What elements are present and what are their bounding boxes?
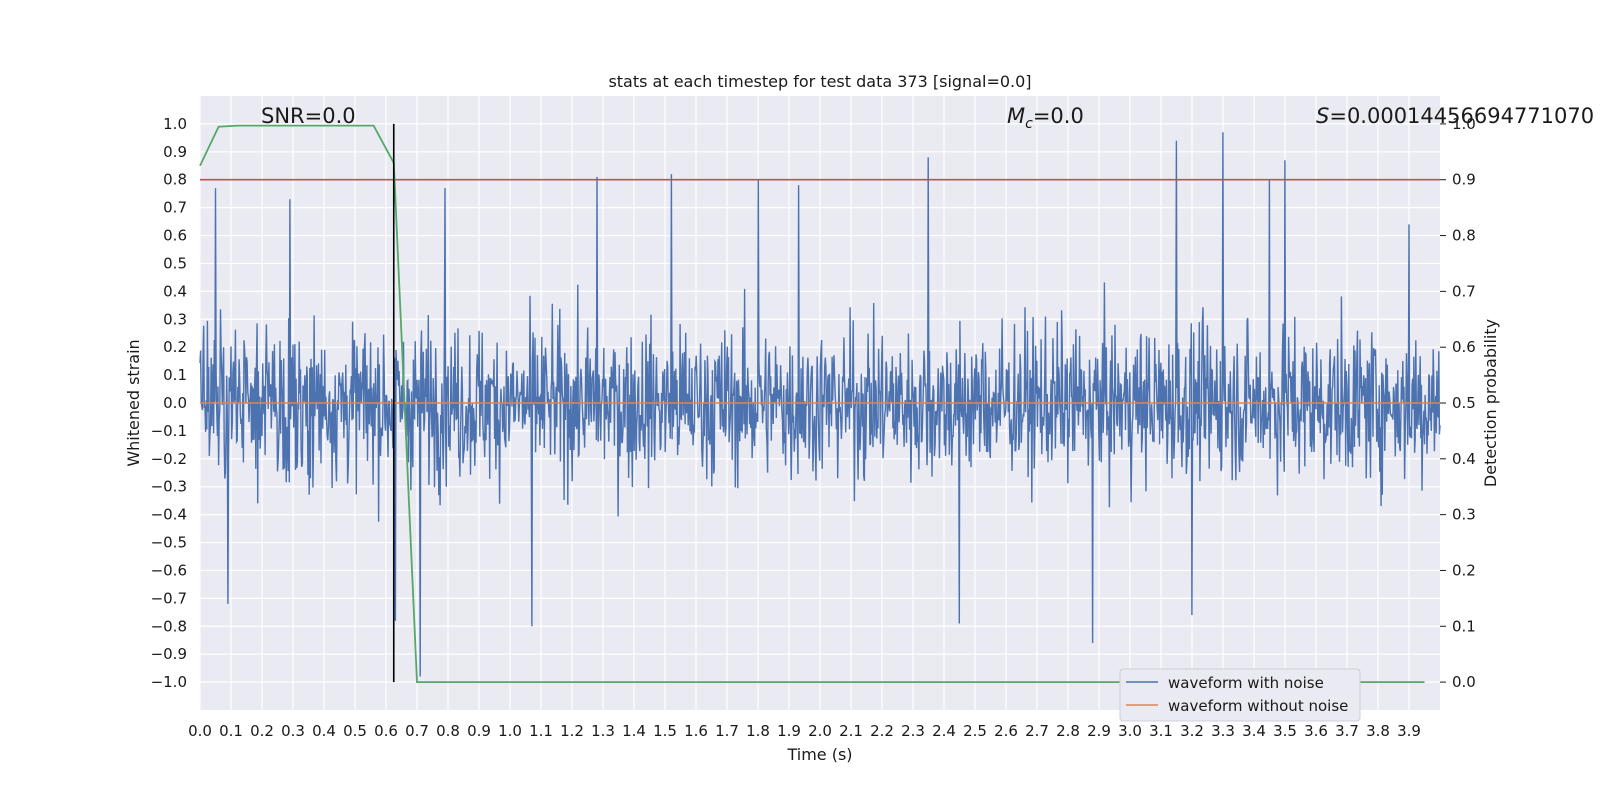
x-tick-label: 0.4 — [312, 722, 336, 740]
s-annotation: S=0.00014456694771070 — [1316, 104, 1594, 128]
y-tick-label: −0.8 — [151, 617, 187, 635]
x-tick-label: 3.1 — [1149, 722, 1173, 740]
s-value: =0.00014456694771070 — [1329, 104, 1594, 128]
series-detection-probability — [199, 124, 1425, 683]
snr-annotation: SNR=0.0 — [261, 104, 356, 128]
y-tick-label: −0.4 — [151, 506, 187, 524]
y-tick-label: 0.3 — [163, 310, 187, 328]
y-tick-label: 0.7 — [163, 199, 187, 217]
y-axis-right-label: Detection probability — [1481, 319, 1500, 487]
x-tick-label: 3.0 — [1118, 722, 1142, 740]
y-tick-label: −0.3 — [151, 478, 187, 496]
y-right-tick-label: 0.1 — [1452, 617, 1476, 635]
mc-subscript: c — [1025, 116, 1033, 132]
x-tick-label: 1.8 — [746, 722, 770, 740]
y-right-tick-label: 0.6 — [1452, 338, 1476, 356]
legend-label-noise: waveform with noise — [1168, 674, 1324, 692]
x-tick-label: 0.8 — [436, 722, 460, 740]
y-tick-label: −0.9 — [151, 645, 187, 663]
x-tick-label: 0.1 — [219, 722, 243, 740]
x-tick-label: 3.2 — [1180, 722, 1204, 740]
x-tick-label: 0.5 — [343, 722, 367, 740]
y-tick-label: 0.1 — [163, 366, 187, 384]
legend: waveform with noise waveform without noi… — [1119, 668, 1361, 722]
x-tick-label: 1.4 — [622, 722, 646, 740]
x-tick-label: 2.4 — [932, 722, 956, 740]
x-tick-label: 1.5 — [653, 722, 677, 740]
y-right-tick-label: 0.2 — [1452, 561, 1476, 579]
x-tick-label: 2.1 — [839, 722, 863, 740]
y-tick-label: 1.0 — [163, 115, 187, 133]
x-tick-label: 2.6 — [994, 722, 1018, 740]
x-tick-label: 2.9 — [1087, 722, 1111, 740]
y-tick-label: −0.2 — [151, 450, 187, 468]
x-tick-label: 1.9 — [777, 722, 801, 740]
y-tick-label: 0.4 — [163, 282, 187, 300]
y-right-tick-label: 0.3 — [1452, 506, 1476, 524]
y-right-tick-label: 0.8 — [1452, 227, 1476, 245]
x-tick-label: 0.2 — [250, 722, 274, 740]
x-tick-label: 1.2 — [560, 722, 584, 740]
y-right-tick-label: 0.5 — [1452, 394, 1476, 412]
x-tick-label: 1.3 — [591, 722, 615, 740]
y-right-tick-label: 0.9 — [1452, 171, 1476, 189]
x-tick-label: 2.3 — [901, 722, 925, 740]
x-tick-label: 3.5 — [1273, 722, 1297, 740]
x-tick-label: 0.3 — [281, 722, 305, 740]
x-tick-label: 2.5 — [963, 722, 987, 740]
s-symbol: S — [1316, 104, 1329, 128]
x-tick-label: 1.6 — [684, 722, 708, 740]
mc-symbol: M — [1007, 104, 1025, 128]
y-tick-label: −0.5 — [151, 534, 187, 552]
chart-title: stats at each timestep for test data 373… — [608, 72, 1031, 91]
x-tick-label: 3.3 — [1211, 722, 1235, 740]
x-tick-label: 1.0 — [498, 722, 522, 740]
series-layer — [199, 123, 1441, 683]
x-tick-label: 3.7 — [1335, 722, 1359, 740]
x-tick-label: 0.0 — [188, 722, 212, 740]
y-right-tick-label: 0.7 — [1452, 282, 1476, 300]
y-tick-label: 0.6 — [163, 227, 187, 245]
y-tick-label: −0.7 — [151, 589, 187, 607]
y-axis-label: Whitened strain — [124, 339, 143, 466]
x-tick-label: 2.2 — [870, 722, 894, 740]
y-tick-label: 0.9 — [163, 143, 187, 161]
mc-value: =0.0 — [1033, 104, 1084, 128]
x-tick-label: 3.4 — [1242, 722, 1266, 740]
x-tick-label: 3.9 — [1397, 722, 1421, 740]
x-tick-label: 2.0 — [808, 722, 832, 740]
x-tick-label: 0.6 — [374, 722, 398, 740]
x-tick-label: 2.8 — [1056, 722, 1080, 740]
x-tick-label: 3.6 — [1304, 722, 1328, 740]
y-tick-label: −0.6 — [151, 561, 187, 579]
y-tick-label: −0.1 — [151, 422, 187, 440]
x-tick-label: 1.7 — [715, 722, 739, 740]
y-right-tick-label: 1.0 — [1452, 115, 1476, 133]
y-right-tick-label: 0.0 — [1452, 673, 1476, 691]
y-tick-label: −1.0 — [151, 673, 187, 691]
legend-box — [1119, 668, 1361, 722]
y-tick-label: 0.0 — [163, 394, 187, 412]
x-tick-label: 0.9 — [467, 722, 491, 740]
y-tick-label: 0.5 — [163, 254, 187, 272]
x-tick-label: 1.1 — [529, 722, 553, 740]
x-axis-label: Time (s) — [786, 745, 852, 764]
series-waveform-with-noise — [199, 132, 1441, 677]
y-tick-label: 0.2 — [163, 338, 187, 356]
x-tick-label: 2.7 — [1025, 722, 1049, 740]
legend-label-clean: waveform without noise — [1168, 697, 1348, 715]
mc-annotation: Mc=0.0 — [1007, 104, 1084, 132]
y-right-tick-label: 0.4 — [1452, 450, 1476, 468]
x-tick-label: 0.7 — [405, 722, 429, 740]
x-tick-label: 3.8 — [1366, 722, 1390, 740]
ticks: 0.0 0.1 0.2 0.3 0.4 0.5 0.6 0.7 0.8 0.9 1.0 1.1 1.2 1… — [151, 115, 1476, 740]
y-tick-label: 0.8 — [163, 171, 187, 189]
